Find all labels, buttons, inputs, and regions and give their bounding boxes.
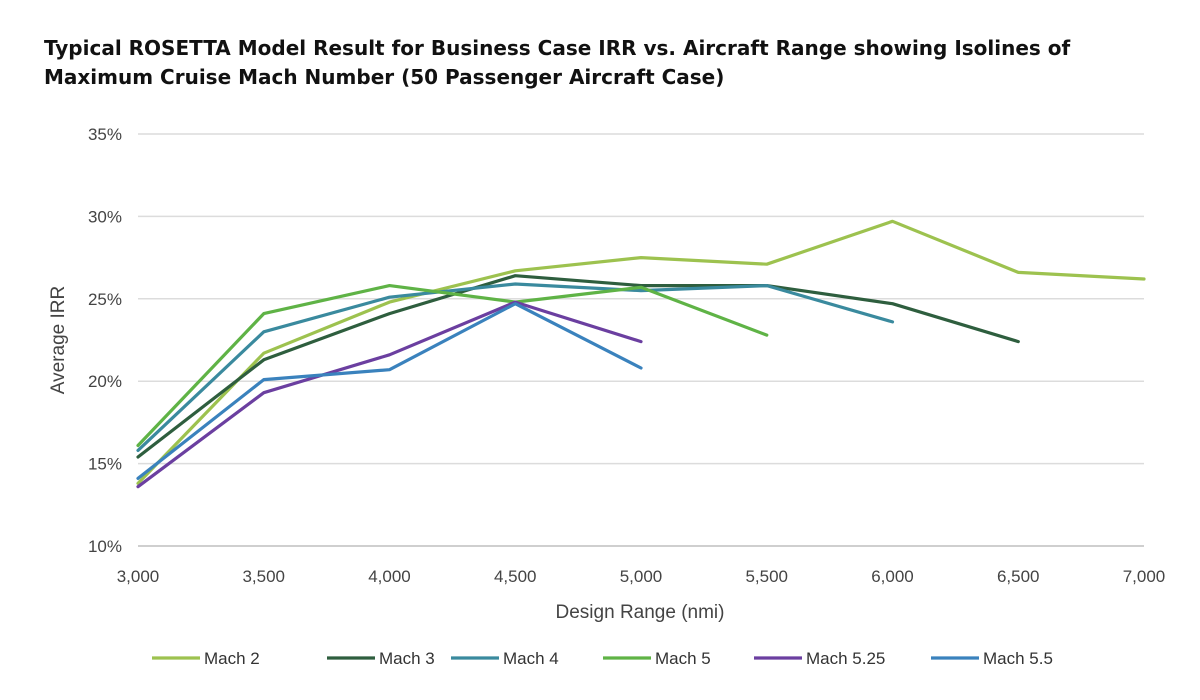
x-tick-label: 4,500 bbox=[494, 567, 537, 586]
legend-label: Mach 2 bbox=[204, 649, 260, 668]
legend-label: Mach 4 bbox=[503, 649, 559, 668]
x-tick-label: 3,000 bbox=[117, 567, 160, 586]
y-tick-label: 30% bbox=[88, 207, 122, 226]
x-tick-label: 6,500 bbox=[997, 567, 1040, 586]
y-axis-label: Average IRR bbox=[48, 286, 69, 394]
y-tick-label: 25% bbox=[88, 290, 122, 309]
legend-label: Mach 5.25 bbox=[806, 649, 885, 668]
y-tick-label: 20% bbox=[88, 372, 122, 391]
series-lines bbox=[136, 219, 1146, 489]
series-line bbox=[136, 284, 769, 448]
x-tick-label: 3,500 bbox=[242, 567, 285, 586]
legend-label: Mach 3 bbox=[379, 649, 435, 668]
series-line bbox=[136, 300, 643, 489]
legend-label: Mach 5.5 bbox=[983, 649, 1053, 668]
legend: Mach 2 Mach 3 Mach 4 Mach 5 Mach 5.25 Mach 5.… bbox=[152, 649, 1053, 668]
x-axis-ticks: 3,000 3,500 4,000 4,500 5,000 5,500 6,000 6,500… bbox=[117, 567, 1166, 586]
gridlines bbox=[138, 133, 1144, 547]
x-axis-label: Design Range (nmi) bbox=[556, 602, 725, 623]
y-tick-label: 15% bbox=[88, 455, 122, 474]
series-line bbox=[136, 282, 895, 452]
series-line bbox=[136, 274, 1020, 459]
y-tick-label: 35% bbox=[88, 125, 122, 144]
x-tick-label: 5,000 bbox=[620, 567, 663, 586]
y-tick-label: 10% bbox=[88, 537, 122, 556]
x-tick-label: 4,000 bbox=[368, 567, 411, 586]
series-line bbox=[136, 219, 1146, 485]
x-tick-label: 6,000 bbox=[871, 567, 914, 586]
chart-title: Typical ROSETTA Model Result for Busines… bbox=[44, 36, 1071, 89]
x-tick-label: 5,500 bbox=[745, 567, 788, 586]
x-tick-label: 7,000 bbox=[1123, 567, 1166, 586]
y-axis-ticks: 10% 15% 20% 25% 30% 35% bbox=[88, 125, 122, 556]
series-line bbox=[136, 302, 643, 480]
legend-label: Mach 5 bbox=[655, 649, 711, 668]
